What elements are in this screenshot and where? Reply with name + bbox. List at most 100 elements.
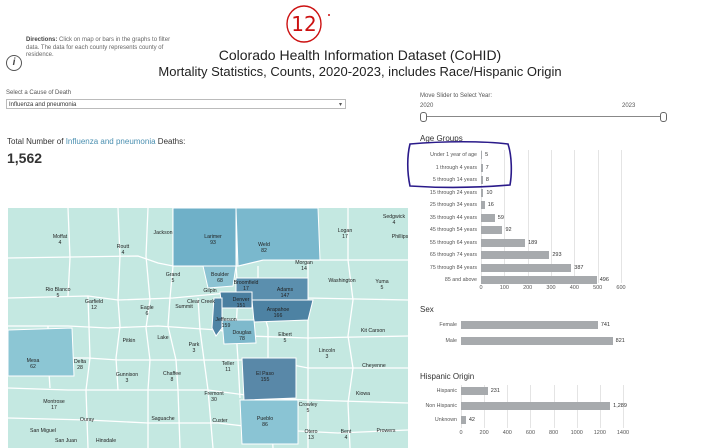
age-groups-bar-value: 293 — [552, 252, 562, 258]
county-value-denver: 151 — [237, 303, 246, 309]
county-label-san-juan: San Juan — [55, 438, 77, 444]
county-mesa[interactable] — [8, 327, 75, 377]
age-groups-bar-value: 5 — [485, 152, 489, 158]
county-label-weld: Weld 82 — [258, 242, 270, 254]
slider-max-year: 2023 — [622, 103, 636, 109]
hispanic-origin-bar[interactable] — [461, 416, 466, 424]
age-groups-bar-value: 7 — [485, 164, 489, 171]
age-groups-bar[interactable] — [481, 263, 572, 272]
age-groups-bar[interactable] — [481, 213, 495, 222]
county-label-bent: Bent 4 — [341, 429, 352, 441]
age-groups-title: Age Groups — [420, 134, 463, 143]
age-groups-bar[interactable] — [481, 176, 483, 184]
county-label-park: Park 3 — [189, 342, 200, 354]
hispanic-origin-bar-label: Non Hispanic — [425, 402, 457, 409]
sex-bar[interactable] — [461, 321, 598, 329]
age-groups-bar[interactable] — [481, 163, 483, 172]
county-arapahoe[interactable] — [251, 299, 314, 323]
year-slider-end-handle[interactable] — [660, 112, 667, 122]
county-label-douglas: Douglas 78 — [232, 330, 251, 342]
county-label-gunnison: Gunnison 3 — [116, 372, 138, 384]
age-groups-bar-label: 45 through 54 years — [429, 227, 477, 233]
county-label-summit: Summit — [175, 304, 193, 310]
county-weld[interactable] — [235, 208, 321, 267]
age-groups-bar-label: 85 and above — [444, 277, 477, 283]
county-label-jackson: Jackson — [153, 230, 172, 236]
county-label-crowley: Crowley 5 — [299, 402, 318, 414]
hispanic-origin-tick-label: 1000 — [570, 430, 583, 436]
sex-bar-value: 821 — [615, 338, 625, 344]
colorado-county-map[interactable]: Moffat 4 Routt 4 Jackson Larimer 93 Weld 82 Logan… — [8, 208, 408, 448]
county-label-broomfield: Broomfield 17 — [234, 280, 259, 292]
county-label-adams: Adams 147 — [277, 287, 294, 299]
county-value-el-paso: 155 — [261, 377, 270, 383]
age-groups-tick-label: 100 — [499, 285, 509, 291]
county-label-kit-carson: Kit Carson — [361, 328, 385, 334]
hispanic-origin-tick-label: 800 — [548, 430, 559, 436]
county-value-delta: 28 — [77, 365, 83, 371]
total-deaths-label: Total Number of Influenza and pneumonia … — [7, 137, 186, 146]
sex-bar[interactable] — [461, 337, 613, 345]
county-jefferson[interactable] — [211, 297, 223, 337]
hispanic-origin-bar[interactable] — [461, 401, 611, 410]
county-label-clear-creek: Clear Creek — [187, 299, 215, 305]
county-label-boulder: Boulder 68 — [211, 272, 229, 284]
hispanic-origin-bar[interactable] — [461, 387, 488, 395]
county-value-garfield: 12 — [91, 305, 97, 311]
year-slider-start-handle[interactable] — [420, 112, 427, 122]
county-label-larimer: Larimer 93 — [204, 234, 222, 246]
county-pueblo[interactable] — [239, 399, 299, 445]
age-groups-bar[interactable] — [481, 188, 484, 197]
age-groups-bar-label: 5 through 14 years — [432, 177, 477, 183]
county-label-pitkin: Pitkin — [123, 338, 136, 344]
county-label-denver: Denver 151 — [233, 297, 250, 309]
age-groups-bar[interactable] — [481, 151, 483, 159]
county-label-routt: Routt 4 — [117, 244, 130, 256]
county-label-lake: Lake — [157, 335, 168, 341]
county-label-custer: Custer — [212, 418, 228, 424]
age-groups-tick-label: 500 — [593, 285, 603, 291]
age-groups-bar[interactable] — [481, 226, 503, 234]
county-boulder[interactable] — [202, 265, 237, 289]
county-label-san-miguel: San Miguel — [30, 428, 56, 434]
county-value-gunnison: 3 — [126, 378, 129, 384]
age-groups-bar[interactable] — [481, 276, 597, 284]
age-groups-bar-label: 65 through 74 years — [429, 252, 477, 258]
annotation-number: 12 — [291, 12, 316, 36]
county-value-jefferson: 159 — [222, 323, 231, 329]
sex-bar-label: Male — [445, 338, 457, 344]
age-groups-bar-value: 387 — [574, 264, 584, 271]
age-groups-bar[interactable] — [481, 201, 485, 209]
county-el-paso[interactable] — [241, 357, 297, 401]
county-label-chaffee: Chaffee 8 — [163, 371, 181, 383]
county-value-rio-blanco: 5 — [57, 293, 60, 299]
year-slider-track[interactable] — [424, 116, 664, 117]
age-groups-bar[interactable] — [481, 238, 526, 247]
info-icon[interactable]: i — [6, 55, 22, 71]
hispanic-origin-bar-label: Hispanic — [436, 388, 457, 394]
age-groups-bar-label: 15 through 24 years — [429, 189, 477, 196]
county-label-jefferson: Jefferson 159 — [215, 317, 236, 329]
dashboard-subtitle: Mortality Statistics, Counts, 2020-2023,… — [158, 64, 562, 79]
county-label-teller: Teller 11 — [222, 361, 235, 373]
county-douglas[interactable] — [221, 319, 257, 345]
county-label-logan: Logan 17 — [338, 228, 353, 240]
county-label-delta: Delta 28 — [74, 359, 86, 371]
county-label-saguache: Saguache — [151, 416, 174, 422]
age-groups-tick-label: 0 — [479, 285, 483, 291]
age-groups-gridline — [504, 150, 506, 283]
age-groups-bar-value: 59 — [497, 214, 504, 221]
age-groups-gridline — [527, 150, 529, 283]
county-value-broomfield: 17 — [243, 286, 249, 292]
slider-min-year: 2020 — [420, 103, 434, 109]
sex-bar-value: 741 — [600, 322, 611, 328]
county-label-prowers: Prowers — [376, 428, 395, 434]
county-value-arapahoe: 166 — [274, 313, 283, 319]
age-groups-bar[interactable] — [481, 251, 550, 259]
hispanic-origin-tick-label: 0 — [459, 430, 463, 436]
county-value-pueblo: 86 — [262, 422, 268, 428]
hispanic-origin-bar-label: Unknown — [434, 417, 457, 423]
cause-dropdown[interactable]: Influenza and pneumonia ▾ — [6, 99, 346, 109]
dashboard-title: Colorado Health Information Dataset (CoH… — [218, 47, 502, 63]
hispanic-origin-gridline — [623, 385, 624, 428]
